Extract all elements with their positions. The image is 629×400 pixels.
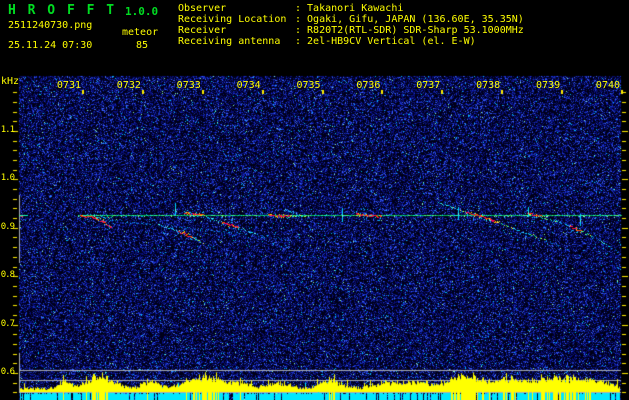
echo-count: 85 <box>136 40 149 51</box>
x-tick-label: 0733 <box>176 80 201 91</box>
x-tick-label: 0738 <box>476 80 501 91</box>
x-tick-label: 0735 <box>296 80 321 91</box>
y-tick-label: 1.1 <box>0 125 15 135</box>
x-tick-label: 0732 <box>116 80 141 91</box>
station-info-value: : R820T2(RTL-SDR) SDR-Sharp 53.1000MHz <box>295 25 524 36</box>
x-tick-label: 0737 <box>416 80 441 91</box>
y-tick-label: 0.8 <box>0 270 15 281</box>
x-tick-label: 0736 <box>356 80 381 91</box>
station-info-label: Receiving Location <box>178 14 287 25</box>
station-info-row: Receiving antenna : 2el-HB9CV Vertical (e… <box>178 36 524 47</box>
station-info-value: : 2el-HB9CV Vertical (el. E-W) <box>295 36 476 47</box>
station-info-block: Observer: Takanori Kawachi Receiving Loca… <box>178 3 524 47</box>
x-tick-label: 0731 <box>56 80 81 91</box>
observation-timestamp: 25.11.24 07:30 <box>8 40 93 51</box>
station-info-label: Receiver <box>178 25 227 36</box>
mode-label: meteor <box>122 27 159 38</box>
output-filename: 2511240730.png <box>8 20 93 31</box>
station-info-row: Receiver : R820T2(RTL-SDR) SDR-Sharp 53.1… <box>178 25 524 36</box>
station-info-value: : Takanori Kawachi <box>295 3 404 14</box>
station-info-value: : Ogaki, Gifu, JAPAN (136.60E, 35.35N) <box>295 14 524 25</box>
station-info-row: Observer : Takanori Kawachi <box>178 3 524 14</box>
y-tick-label: 0.9 <box>0 221 15 232</box>
x-tick-label: 0734 <box>236 80 261 91</box>
station-info-row: Receiving Location : Ogaki, Gifu, JAPAN (… <box>178 14 524 25</box>
y-tick-label: 1.0 <box>0 173 15 184</box>
x-tick-label: 0740 <box>595 80 620 91</box>
app-title: H R O F F T <box>8 3 117 18</box>
y-axis-unit-label: kHz <box>1 76 20 87</box>
x-tick-label: 0739 <box>536 80 561 91</box>
y-tick-label: 0.6 <box>0 367 15 377</box>
y-tick-label: 0.7 <box>0 318 15 329</box>
station-info-label: Observer <box>178 3 227 14</box>
station-info-label: Receiving antenna <box>178 36 281 47</box>
app-version: 1.0.0 <box>125 5 159 18</box>
